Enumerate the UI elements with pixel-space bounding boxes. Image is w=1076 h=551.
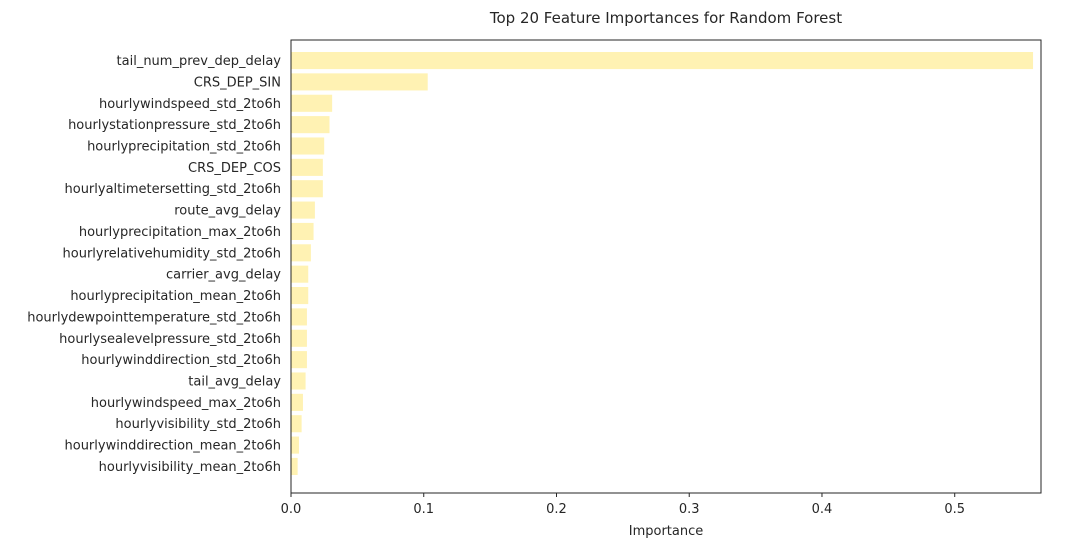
bar-hourlyvisibility_std_2to6h xyxy=(291,415,302,433)
y-tick-label: hourlyprecipitation_max_2to6h xyxy=(79,225,281,240)
y-tick-label: hourlywinddirection_std_2to6h xyxy=(81,353,281,368)
y-tick-label: hourlyvisibility_std_2to6h xyxy=(115,417,281,432)
bar-hourlyprecipitation_mean_2to6h xyxy=(291,287,309,305)
bar-CRS_DEP_SIN xyxy=(291,73,428,91)
x-tick-label: 0.1 xyxy=(413,502,434,517)
bar-hourlywinddirection_mean_2to6h xyxy=(291,436,299,454)
chart-title: Top 20 Feature Importances for Random Fo… xyxy=(489,9,842,27)
y-tick-label: CRS_DEP_SIN xyxy=(194,75,281,90)
x-tick-label: 0.4 xyxy=(812,502,833,517)
y-tick-label: hourlywindspeed_std_2to6h xyxy=(99,97,281,112)
y-tick-label: hourlydewpointtemperature_std_2to6h xyxy=(27,310,281,325)
y-tick-label: tail_avg_delay xyxy=(188,375,281,390)
bar-hourlyrelativehumidity_std_2to6h xyxy=(291,244,311,262)
bar-route_avg_delay xyxy=(291,201,315,219)
x-tick-label: 0.5 xyxy=(944,502,965,517)
bar-hourlyprecipitation_std_2to6h xyxy=(291,137,325,155)
bar-CRS_DEP_COS xyxy=(291,158,323,176)
plot-frame xyxy=(290,39,1042,494)
x-tick-label: 0.0 xyxy=(281,502,302,517)
bar-tail_avg_delay xyxy=(291,372,306,390)
y-tick-labels: tail_num_prev_dep_delay CRS_DEP_SINhourly… xyxy=(27,54,281,475)
y-tick-label: carrier_avg_delay xyxy=(166,268,281,283)
x-ticks-group: 0.0 0.1 0.2 0.3 0.4 0.5 xyxy=(281,493,965,517)
bar-tail_num_prev_dep_delay xyxy=(291,52,1034,70)
x-tick-label: 0.3 xyxy=(679,502,700,517)
bar-hourlywinddirection_std_2to6h xyxy=(291,351,307,369)
bar-hourlywindspeed_std_2to6h xyxy=(291,94,333,112)
y-tick-label: hourlyprecipitation_mean_2to6h xyxy=(70,289,281,304)
bars-group xyxy=(291,52,1034,475)
y-tick-label: hourlywindspeed_max_2to6h xyxy=(91,396,281,411)
x-axis-label: Importance xyxy=(629,524,704,539)
bar-carrier_avg_delay xyxy=(291,265,309,283)
bar-hourlyaltimetersetting_std_2to6h xyxy=(291,180,323,198)
y-tick-label: hourlywinddirection_mean_2to6h xyxy=(65,439,282,454)
bar-hourlydewpointtemperature_std_2to6h xyxy=(291,308,307,326)
y-tick-label: tail_num_prev_dep_delay xyxy=(117,54,282,69)
y-tick-label: route_avg_delay xyxy=(174,204,281,219)
bar-hourlyvisibility_mean_2to6h xyxy=(291,457,298,475)
y-tick-label: hourlysealevelpressure_std_2to6h xyxy=(59,332,281,347)
y-tick-label: hourlyvisibility_mean_2to6h xyxy=(99,460,281,475)
bar-hourlyprecipitation_max_2to6h xyxy=(291,222,314,240)
bar-hourlysealevelpressure_std_2to6h xyxy=(291,329,307,347)
y-tick-label: hourlyprecipitation_std_2to6h xyxy=(87,140,281,155)
y-tick-label: hourlyaltimetersetting_std_2to6h xyxy=(65,182,282,197)
y-tick-label: CRS_DEP_COS xyxy=(188,161,281,176)
y-tick-label: hourlystationpressure_std_2to6h xyxy=(68,118,281,133)
y-tick-label: hourlyrelativehumidity_std_2to6h xyxy=(63,246,281,261)
bar-hourlystationpressure_std_2to6h xyxy=(291,116,330,134)
bar-hourlywindspeed_max_2to6h xyxy=(291,393,303,411)
x-tick-label: 0.2 xyxy=(546,502,567,517)
